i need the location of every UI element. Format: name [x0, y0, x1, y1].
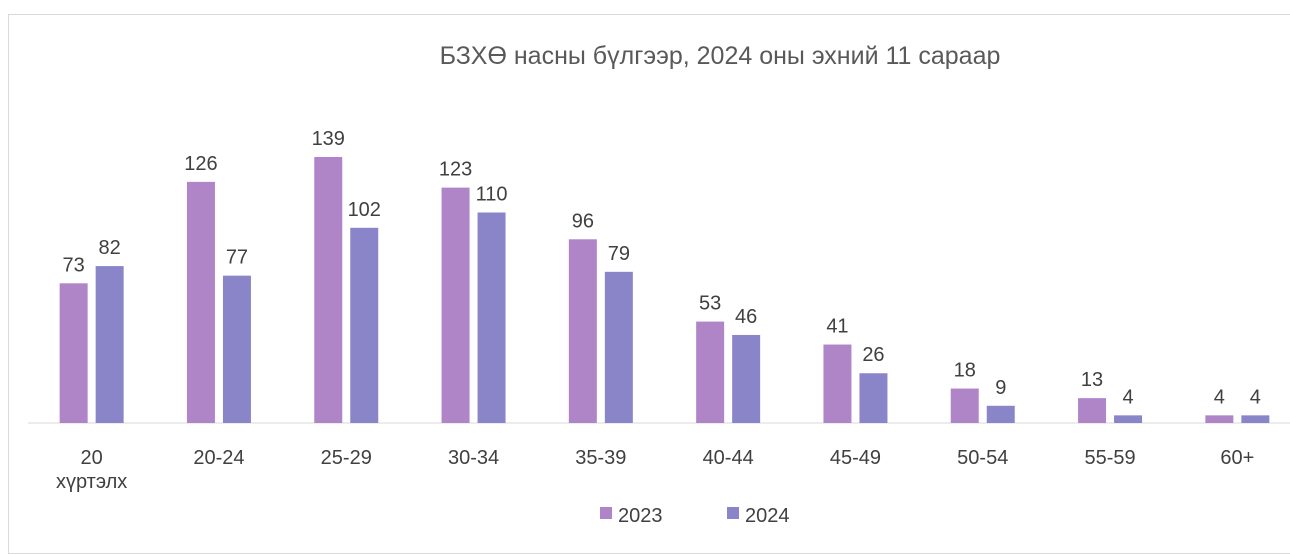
bar: [222, 275, 251, 423]
x-tick-label: 55-59: [1084, 447, 1136, 469]
x-tick-label: 20 хүртэлх: [56, 447, 128, 493]
data-label: 96: [572, 210, 594, 232]
bar: [59, 283, 88, 423]
data-label: 53: [699, 293, 721, 315]
bar: [986, 405, 1015, 423]
legend-label: 2024: [745, 505, 790, 527]
page: {"chart_data": {"type": "bar", "title": …: [8, 14, 1290, 554]
x-tick-label: 45-49: [829, 447, 882, 469]
data-label: 139: [312, 128, 345, 150]
x-tick-label: 25-29: [320, 447, 372, 469]
bar: [314, 157, 343, 423]
bar: [1241, 415, 1270, 423]
bar: [696, 321, 725, 423]
bar: [604, 271, 633, 423]
x-tick-label: 20-24: [193, 447, 245, 469]
data-label: 77: [226, 247, 248, 269]
bar: [186, 181, 215, 423]
data-label: 123: [439, 159, 472, 181]
data-label: 4: [1250, 386, 1261, 408]
bar: [1114, 415, 1143, 423]
data-label: 82: [99, 237, 121, 259]
data-label: 79: [608, 243, 630, 265]
x-tick-label: 35-39: [575, 447, 627, 469]
bar: [441, 187, 470, 423]
legend-swatch: [727, 507, 739, 519]
x-tick-label: 30-34: [447, 447, 500, 469]
bar: [568, 239, 597, 423]
data-label: 73: [63, 254, 85, 276]
data-label: 4: [1214, 386, 1225, 408]
bar: [859, 373, 888, 423]
x-tick-label: 50-54: [957, 447, 1009, 469]
data-label: 26: [862, 344, 884, 366]
data-label: 18: [954, 360, 976, 382]
data-label: 13: [1081, 369, 1103, 391]
bar: [1205, 415, 1234, 423]
legend-label: 2023: [618, 505, 663, 527]
bar: [823, 344, 852, 423]
x-tick-label: 40-44: [702, 447, 754, 469]
bar: [732, 334, 761, 423]
data-label: 102: [348, 199, 381, 221]
data-label: 46: [735, 306, 757, 328]
data-label: 41: [826, 316, 848, 338]
bar: [1078, 398, 1107, 423]
bar: [477, 212, 506, 423]
data-label: 110: [476, 183, 508, 205]
data-label: 9: [995, 377, 1006, 399]
x-tick-label: 60+: [1220, 447, 1255, 469]
chart-title: БЗХӨ насны бүлгээр, 2024 оны эхний 11 са…: [440, 42, 1001, 70]
bar: [950, 388, 979, 423]
data-label: 126: [184, 153, 217, 175]
chart: БЗХӨ насны бүлгээр, 2024 оны эхний 11 са…: [28, 42, 1290, 527]
data-label: 4: [1122, 386, 1133, 408]
bar: [95, 266, 124, 423]
legend-swatch: [600, 507, 612, 519]
bar: [350, 227, 379, 423]
